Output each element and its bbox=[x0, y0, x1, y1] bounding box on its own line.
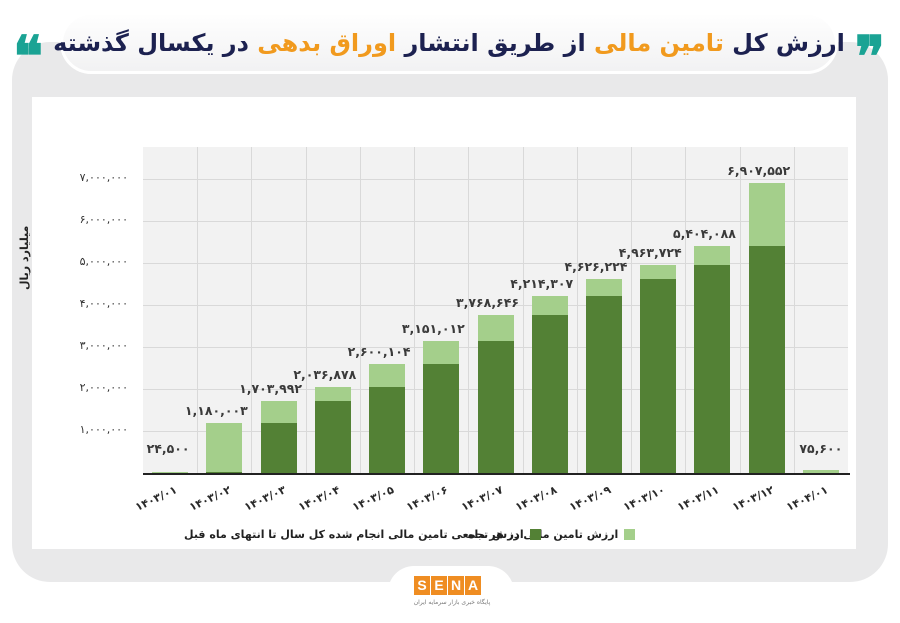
bar-segment-cumulative bbox=[314, 401, 351, 473]
data-label: ۴,۹۶۳,۷۲۴ bbox=[618, 244, 682, 260]
logo-letter: A bbox=[465, 576, 481, 595]
bar-segment-monthly bbox=[531, 295, 568, 315]
gridline-vertical bbox=[740, 147, 741, 473]
bar-9 bbox=[585, 278, 622, 473]
data-label: ۳,۱۵۱,۰۱۲ bbox=[401, 320, 465, 336]
title-segment: از طریق انتشار bbox=[396, 29, 595, 57]
title-banner: ❞ ارزش کل تامین مالی از طریق انتشار اورا… bbox=[13, 12, 885, 85]
legend-item-monthly: ارزش تامین مالی در هر ماه bbox=[468, 525, 636, 543]
data-label: ۲,۶۰۰,۱۰۴ bbox=[347, 343, 411, 359]
x-axis-line bbox=[143, 473, 850, 475]
bar-10 bbox=[640, 264, 677, 473]
bar-segment-cumulative bbox=[531, 314, 568, 473]
title-highlight: اوراق بدهی bbox=[257, 29, 397, 57]
bar-segment-cumulative bbox=[423, 363, 460, 473]
y-tick-label: ۲,۰۰۰,۰۰۰ bbox=[79, 381, 128, 394]
data-label: ۲,۰۳۶,۸۷۸ bbox=[293, 367, 357, 383]
legend-item-cumulative: ارزش تجمعی تامین مالی انجام شده کل سال ت… bbox=[184, 525, 541, 543]
data-label: ۷۵,۶۰۰ bbox=[799, 441, 843, 456]
bar-13 bbox=[802, 469, 839, 473]
y-tick-label: ۵,۰۰۰,۰۰۰ bbox=[79, 255, 128, 268]
bar-11 bbox=[694, 246, 731, 473]
bar-segment-cumulative bbox=[477, 340, 514, 473]
bar-segment-monthly bbox=[802, 469, 839, 473]
gridline-vertical bbox=[251, 147, 252, 473]
gridline-vertical bbox=[197, 147, 198, 473]
bar-2 bbox=[206, 423, 243, 473]
gridline-vertical bbox=[523, 147, 524, 473]
page-title: ارزش کل تامین مالی از طریق انتشار اوراق … bbox=[53, 29, 845, 57]
bar-segment-monthly bbox=[206, 423, 243, 472]
data-label: ۳,۷۶۸,۶۴۶ bbox=[456, 294, 519, 310]
logo-letter: S bbox=[414, 576, 430, 595]
logo-letter: E bbox=[431, 576, 447, 595]
bar-segment-cumulative bbox=[260, 423, 297, 473]
gridline-vertical bbox=[468, 147, 469, 473]
bar-1 bbox=[152, 471, 189, 474]
bar-segment-monthly bbox=[369, 363, 406, 388]
bar-segment-monthly bbox=[152, 471, 189, 474]
bar-segment-cumulative bbox=[206, 471, 243, 473]
data-label: ۴,۲۱۴,۳۰۷ bbox=[510, 275, 574, 291]
bar-segment-cumulative bbox=[585, 295, 622, 473]
bar-7 bbox=[477, 314, 514, 473]
gridline-horizontal bbox=[143, 263, 848, 264]
bar-segment-monthly bbox=[260, 401, 297, 424]
logo-subtitle: پایگاه خبری بازار سرمایه ایران bbox=[413, 599, 491, 606]
gridline-horizontal bbox=[143, 305, 848, 306]
bar-segment-monthly bbox=[585, 278, 622, 296]
data-label: ۶,۹۰۷,۵۵۲ bbox=[727, 162, 791, 178]
gridline-vertical bbox=[414, 147, 415, 473]
y-axis-label: میلیارد ریال bbox=[18, 225, 31, 290]
close-quote-icon: ❝ bbox=[12, 24, 44, 90]
legend-label-cumulative: ارزش تجمعی تامین مالی انجام شده کل سال ت… bbox=[184, 527, 524, 541]
y-tick-label: ۶,۰۰۰,۰۰۰ bbox=[79, 213, 128, 226]
bar-4 bbox=[314, 387, 351, 473]
legend-label-monthly: ارزش تامین مالی در هر ماه bbox=[468, 527, 619, 541]
bar-segment-cumulative bbox=[748, 246, 785, 473]
bar-segment-monthly bbox=[314, 387, 351, 402]
y-tick-label: ۷,۰۰۰,۰۰۰ bbox=[79, 171, 128, 184]
bar-3 bbox=[260, 401, 297, 473]
data-label: ۲۴,۵۰۰ bbox=[146, 441, 190, 456]
gridline-vertical bbox=[794, 147, 795, 473]
bar-5 bbox=[369, 363, 406, 473]
title-segment: ارزش کل bbox=[723, 29, 845, 57]
title-segment: در یکسال گذشته bbox=[53, 29, 258, 57]
bar-segment-monthly bbox=[640, 264, 677, 279]
data-label: ۴,۶۲۶,۲۲۴ bbox=[564, 258, 628, 274]
gridline-horizontal bbox=[143, 179, 848, 180]
bar-segment-cumulative bbox=[640, 278, 677, 473]
legend-swatch-monthly bbox=[624, 528, 636, 540]
y-tick-label: ۱,۰۰۰,۰۰۰ bbox=[79, 423, 128, 436]
bar-segment-monthly bbox=[694, 246, 731, 265]
title-highlight: تامین مالی bbox=[594, 29, 724, 57]
bar-segment-cumulative bbox=[694, 264, 731, 473]
legend-swatch-cumulative bbox=[529, 528, 541, 540]
bar-8 bbox=[531, 295, 568, 473]
bar-segment-monthly bbox=[423, 340, 460, 364]
bar-segment-monthly bbox=[748, 182, 785, 247]
data-label: ۱,۷۰۳,۹۹۲ bbox=[239, 381, 303, 397]
gridline-horizontal bbox=[143, 221, 848, 222]
bar-segment-monthly bbox=[477, 314, 514, 341]
data-label: ۱,۱۸۰,۰۰۳ bbox=[184, 403, 248, 419]
gridline-vertical bbox=[360, 147, 361, 473]
bar-12 bbox=[748, 182, 785, 473]
bar-6 bbox=[423, 340, 460, 473]
open-quote-icon: ❞ bbox=[854, 24, 886, 90]
gridline-vertical bbox=[577, 147, 578, 473]
data-label: ۵,۴۰۴,۰۸۸ bbox=[672, 226, 736, 242]
y-tick-label: ۳,۰۰۰,۰۰۰ bbox=[79, 339, 128, 352]
y-tick-label: ۴,۰۰۰,۰۰۰ bbox=[79, 297, 128, 310]
gridline-vertical bbox=[306, 147, 307, 473]
bar-segment-cumulative bbox=[369, 387, 406, 473]
gridline-vertical bbox=[631, 147, 632, 473]
logo-letter: N bbox=[448, 576, 464, 595]
gridline-vertical bbox=[685, 147, 686, 473]
